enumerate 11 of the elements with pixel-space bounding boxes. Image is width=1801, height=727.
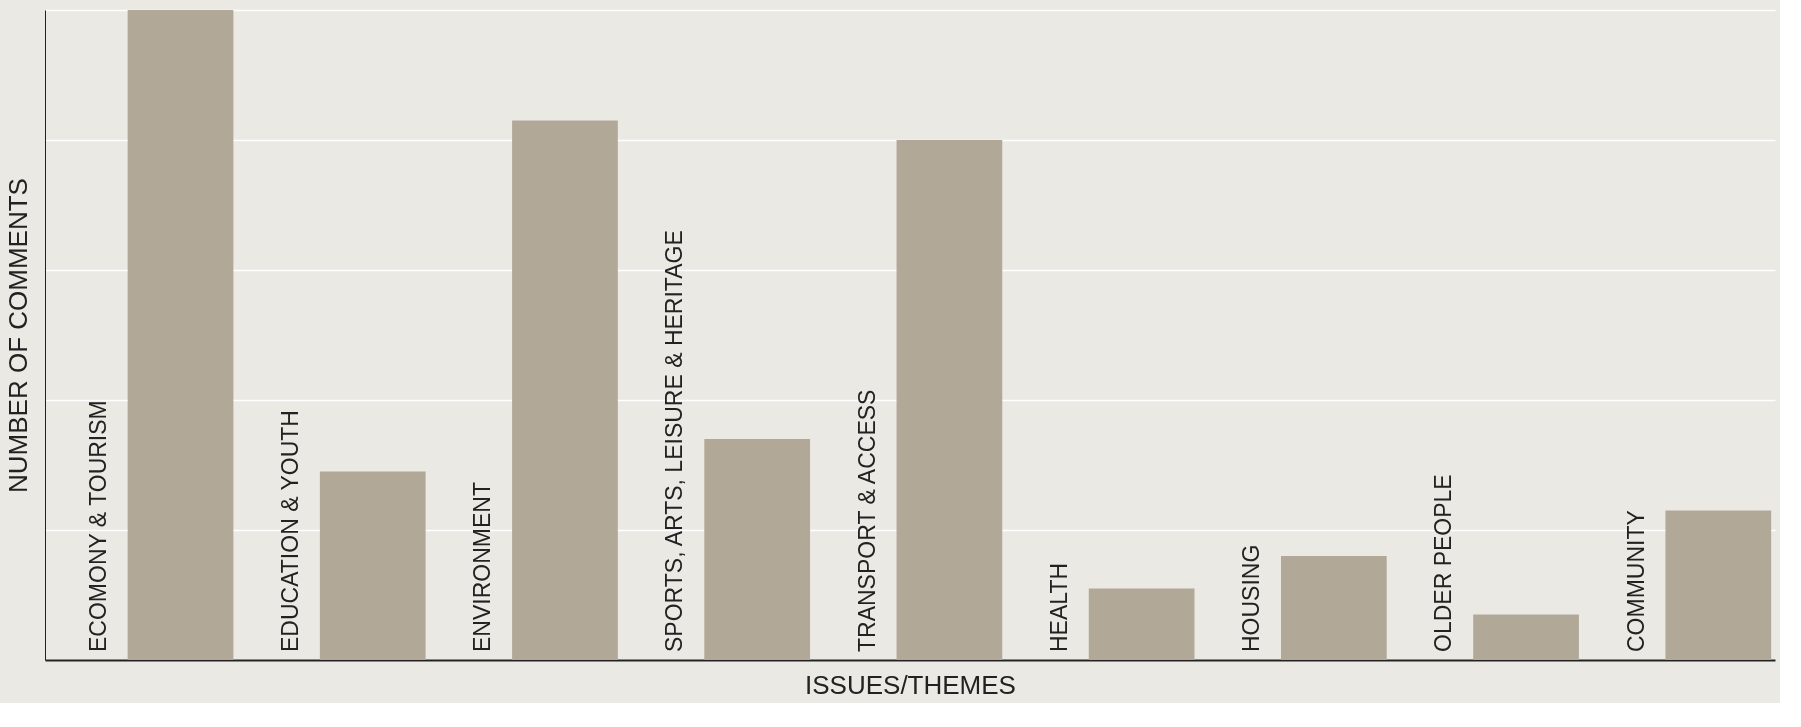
x-tick-label: HOUSING (1238, 544, 1265, 652)
x-tick-label: HEALTH (1045, 562, 1072, 652)
x-tick-label: COMMUNITY (1622, 510, 1649, 652)
x-tick-label: SPORTS, ARTS, LEISURE & HERITAGE (661, 230, 688, 652)
x-axis-title: ISSUES/THEMES (805, 669, 1016, 700)
x-tick-label: ECOMONY & TOURISM (84, 400, 111, 652)
x-tick-label: TRANSPORT & ACCESS (853, 389, 880, 652)
x-tick-label: OLDER PEOPLE (1430, 474, 1457, 652)
x-tick-label: EDUCATION & YOUTH (277, 410, 304, 652)
x-tick-label: ENVIRONMENT (469, 482, 496, 652)
y-axis-title: NUMBER OF COMMENTS (2, 178, 33, 493)
